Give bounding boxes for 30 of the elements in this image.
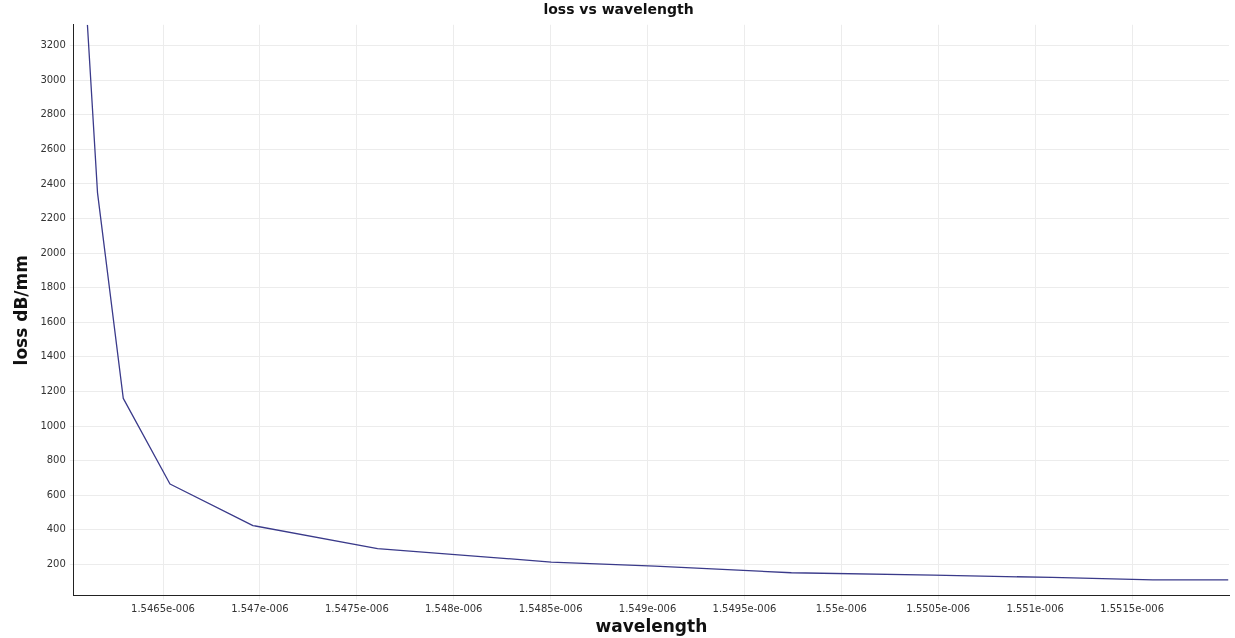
x-tick-label: 1.5495e-006 xyxy=(712,603,777,615)
y-tick-label: 1000 xyxy=(40,419,66,431)
x-tick-label: 1.549e-006 xyxy=(618,603,677,615)
y-tick-label: 400 xyxy=(46,523,66,535)
x-tick-label: 1.5505e-006 xyxy=(906,603,971,615)
y-axis-title: loss dB/mm xyxy=(10,254,31,366)
x-tick-label: 1.5515e-006 xyxy=(1100,603,1165,615)
x-tick-label: 1.551e-006 xyxy=(1006,603,1064,615)
y-tick-label: 3200 xyxy=(40,39,66,51)
chart-title: loss vs wavelength xyxy=(543,1,694,18)
y-tick-label: 1800 xyxy=(40,281,66,293)
x-tick-label: 1.5475e-006 xyxy=(324,603,389,615)
y-tick-label: 800 xyxy=(46,454,66,466)
y-tick-label: 3000 xyxy=(40,73,66,85)
y-tick-label: 1600 xyxy=(40,315,66,327)
y-tick-label: 600 xyxy=(46,488,66,500)
y-tick-label: 2400 xyxy=(40,177,66,189)
x-axis-title: wavelength xyxy=(595,616,708,637)
x-tick-label: 1.547e-006 xyxy=(231,603,289,615)
x-tick-label: 1.5465e-006 xyxy=(131,603,195,615)
x-tick-label: 1.55e-006 xyxy=(815,603,867,615)
y-tick-label: 200 xyxy=(46,558,66,570)
y-tick-label: 1200 xyxy=(40,385,66,397)
y-tick-label: 2000 xyxy=(40,246,66,258)
y-tick-label: 2800 xyxy=(40,108,66,120)
x-tick-label: 1.5485e-006 xyxy=(518,603,583,615)
y-tick-label: 1400 xyxy=(40,350,66,362)
x-tick-label: 1.548e-006 xyxy=(424,603,483,615)
y-tick-label: 2600 xyxy=(40,142,66,154)
y-tick-label: 2200 xyxy=(40,212,66,224)
